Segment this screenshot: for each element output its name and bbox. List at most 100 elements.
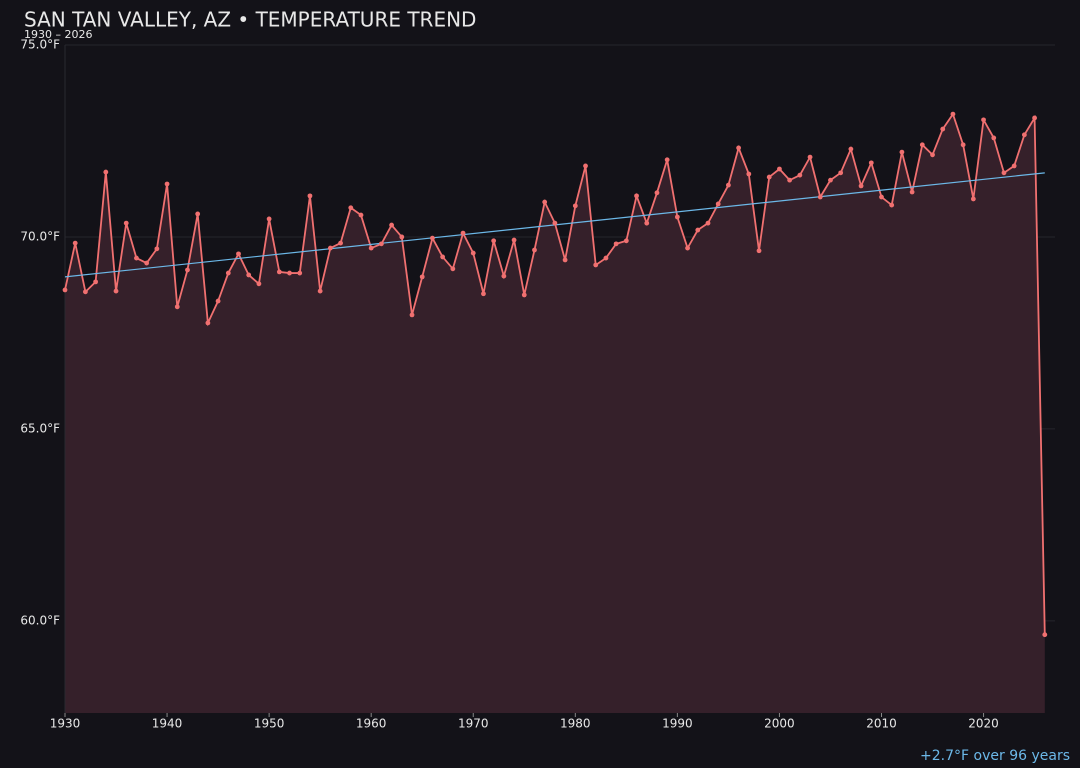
point (807, 154, 813, 160)
point (868, 160, 874, 166)
point (491, 238, 497, 244)
point (246, 272, 252, 278)
x-tick-label: 1970 (458, 717, 489, 731)
x-tick-label: 2000 (764, 717, 795, 731)
point (889, 202, 895, 208)
point (787, 177, 793, 183)
point (644, 220, 650, 226)
point (225, 270, 231, 276)
x-tick-label: 1930 (50, 717, 81, 731)
point (123, 220, 129, 226)
point (960, 142, 966, 148)
point (348, 205, 354, 211)
point (378, 241, 384, 247)
point (266, 216, 272, 222)
point (899, 149, 905, 155)
point (542, 199, 548, 205)
point (195, 211, 201, 217)
point (552, 220, 558, 226)
point (358, 212, 364, 218)
point (440, 254, 446, 260)
point (521, 292, 527, 298)
chart-subtitle: 1930 – 2026 (24, 28, 92, 41)
point (736, 145, 742, 151)
point (307, 193, 313, 199)
point (664, 157, 670, 163)
point (389, 222, 394, 228)
point (654, 190, 660, 196)
point (470, 250, 476, 256)
point (613, 241, 619, 247)
point (327, 245, 333, 251)
point (950, 111, 956, 117)
chart-title: SAN TAN VALLEY, AZ • TEMPERATURE TREND (24, 8, 476, 32)
point (1021, 132, 1027, 138)
point (409, 312, 415, 318)
point (276, 269, 282, 275)
point (777, 166, 782, 172)
point (572, 203, 578, 209)
point (991, 135, 997, 141)
point (338, 240, 343, 246)
point (430, 235, 435, 241)
point (1032, 115, 1037, 121)
point (1042, 632, 1048, 638)
point (909, 189, 915, 195)
point (593, 262, 599, 268)
point (695, 227, 701, 233)
point (766, 174, 772, 180)
point (817, 194, 823, 200)
point (399, 234, 405, 240)
point (685, 245, 690, 251)
point (103, 169, 109, 175)
point (501, 273, 507, 279)
point (940, 126, 946, 132)
y-tick-label: 65.0°F (20, 421, 60, 435)
point (72, 240, 78, 246)
point (62, 287, 68, 293)
point (828, 177, 833, 183)
annotation: +2.7°F over 96 years (920, 748, 1070, 764)
point (113, 288, 119, 294)
point (450, 266, 456, 272)
point (838, 170, 844, 176)
point (879, 194, 884, 200)
area (65, 114, 1045, 713)
point (134, 255, 139, 261)
x-tick-label: 2010 (866, 717, 897, 731)
point (532, 247, 537, 253)
point (583, 163, 588, 169)
point (256, 281, 262, 287)
point (174, 304, 180, 310)
point (674, 214, 680, 220)
point (205, 320, 211, 326)
point (603, 255, 609, 261)
x-tick-label: 1960 (356, 717, 387, 731)
x-tick-label: 1940 (152, 717, 183, 731)
point (419, 274, 425, 280)
point (317, 288, 323, 294)
x-tick-label: 2020 (968, 717, 999, 731)
y-tick-label: 60.0°F (20, 613, 60, 627)
point (93, 279, 99, 285)
point (460, 230, 466, 236)
point (746, 171, 752, 177)
point (185, 267, 190, 273)
point (726, 182, 731, 188)
point (368, 245, 374, 251)
point (858, 183, 864, 189)
point (511, 237, 517, 243)
x-tick-label: 1950 (254, 717, 285, 731)
point (562, 257, 568, 263)
point (287, 270, 292, 276)
point (236, 251, 241, 257)
point (919, 142, 925, 148)
point (930, 152, 935, 158)
y-tick-label: 70.0°F (20, 229, 60, 243)
point (215, 298, 221, 304)
point (705, 220, 711, 226)
point (144, 260, 150, 266)
point (164, 181, 170, 187)
point (1011, 163, 1017, 169)
